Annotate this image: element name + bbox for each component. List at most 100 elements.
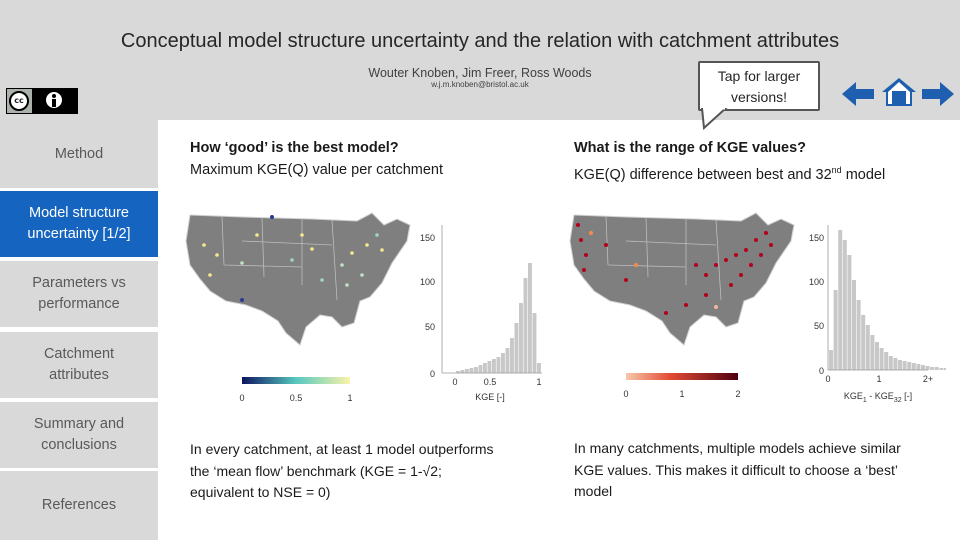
- hist-bar: [925, 366, 930, 370]
- hist-bar: [902, 361, 907, 370]
- right-heading: What is the range of KGE values? KGE(Q) …: [574, 137, 885, 186]
- right-heading-title: What is the range of KGE values?: [574, 140, 807, 156]
- hist-bar: [465, 369, 469, 373]
- left-kge-figure[interactable]: 0 0.5 1 0 50 100 150 0 0.5 1 KGE [-]: [182, 205, 552, 405]
- hist-bar: [537, 363, 541, 373]
- hist-bar: [884, 352, 889, 370]
- right-colorbar-tick: 1: [679, 389, 684, 399]
- hist-bar: [838, 230, 843, 370]
- hist-xtick: 0: [825, 374, 830, 384]
- hist-bar: [930, 367, 935, 370]
- hist-bar: [523, 278, 528, 373]
- hist-bar: [460, 370, 465, 373]
- right-colorbar: [626, 373, 738, 380]
- authors: Wouter Knoben, Jim Freer, Ross Woods: [368, 66, 592, 80]
- hist-bar: [501, 353, 505, 373]
- hist-bar: [879, 348, 884, 370]
- home-icon[interactable]: [880, 76, 918, 108]
- hist-xtick: 1: [536, 377, 541, 387]
- right-kge-figure[interactable]: 0 1 2 0 50 100 150 0 1 2+ KGE1 - KGE32 […: [566, 205, 946, 405]
- left-colorbar: [242, 377, 350, 384]
- hist-bar: [474, 367, 478, 373]
- hist-xlabel: KGE [-]: [475, 392, 505, 402]
- hist-bar: [510, 338, 514, 373]
- hist-xtick: 2+: [923, 374, 933, 384]
- left-histogram: 0 50 100 150 0 0.5 1 KGE [-]: [420, 225, 542, 402]
- hist-bar: [911, 363, 916, 370]
- hist-bar: [528, 263, 532, 373]
- hist-bar: [532, 313, 537, 373]
- page-title: Conceptual model structure uncertainty a…: [120, 30, 840, 52]
- hist-bar: [898, 360, 902, 370]
- by-icon: [45, 91, 63, 109]
- hist-bar: [888, 356, 893, 370]
- hist-ytick: 0: [819, 366, 824, 376]
- hist-bar: [861, 315, 866, 370]
- sidebar-item-references[interactable]: References: [0, 471, 158, 540]
- hist-bar: [856, 300, 861, 370]
- sidebar-item-method[interactable]: Method: [0, 120, 158, 188]
- callout-tail: [700, 108, 728, 130]
- sidebar-item-parameters[interactable]: Parameters vs performance: [0, 261, 158, 327]
- hist-ytick: 100: [809, 277, 824, 287]
- left-colorbar-tick: 0.5: [290, 393, 303, 403]
- hist-bar: [505, 348, 510, 373]
- us-map-left: [185, 212, 411, 346]
- hist-bar: [519, 303, 523, 373]
- hist-xlabel: KGE1 - KGE32 [-]: [844, 391, 912, 404]
- hist-ytick: 0: [430, 369, 435, 379]
- hist-bar: [907, 362, 912, 370]
- left-heading: How ‘good’ is the best model? Maximum KG…: [190, 137, 443, 181]
- cc-by-icon: cc: [6, 88, 78, 114]
- arrow-right-icon[interactable]: [920, 80, 956, 108]
- sidebar-item-catchment[interactable]: Catchment attributes: [0, 332, 158, 398]
- hist-bar: [893, 358, 898, 370]
- hist-bar: [496, 357, 501, 373]
- tap-callout: Tap for larger versions!: [698, 61, 820, 111]
- hist-xtick: 0: [452, 377, 457, 387]
- hist-ytick: 50: [814, 321, 824, 331]
- hist-bar: [829, 350, 833, 370]
- hist-ytick: 150: [420, 233, 435, 243]
- hist-bar: [514, 323, 519, 373]
- hist-bar: [487, 361, 492, 373]
- right-heading-sub: KGE(Q) difference between best and 32nd …: [574, 165, 886, 183]
- hist-bar: [921, 365, 925, 370]
- hist-bar: [939, 368, 944, 370]
- arrow-left-icon[interactable]: [840, 80, 876, 108]
- hist-xtick: 1: [876, 374, 881, 384]
- left-colorbar-tick: 0: [239, 393, 244, 403]
- hist-bar: [934, 367, 939, 370]
- left-heading-title: How ‘good’ is the best model?: [190, 140, 399, 156]
- hist-bar: [483, 363, 487, 373]
- left-colorbar-tick: 1: [347, 393, 352, 403]
- hist-ytick: 100: [420, 277, 435, 287]
- hist-xtick: 0.5: [484, 377, 497, 387]
- left-heading-sub: Maximum KGE(Q) value per catchment: [190, 162, 444, 178]
- hist-bar: [492, 359, 496, 373]
- hist-bar: [833, 290, 838, 370]
- hist-bar: [916, 364, 921, 370]
- author-email: w.j.m.knoben@bristol.ac.uk: [431, 80, 529, 89]
- hist-bar: [875, 342, 879, 370]
- hist-bar: [456, 371, 460, 373]
- hist-bar: [865, 325, 870, 370]
- us-map-right: [569, 212, 795, 346]
- hist-ytick: 150: [809, 233, 824, 243]
- sidebar-item-summary[interactable]: Summary and conclusions: [0, 402, 158, 468]
- hist-bar: [852, 280, 856, 370]
- right-colorbar-tick: 0: [623, 389, 628, 399]
- hist-bar: [469, 368, 474, 373]
- hist-bar: [842, 240, 847, 370]
- left-note: In every catchment, at least 1 model out…: [190, 441, 494, 500]
- sidebar-item-model-structure[interactable]: Model structure uncertainty [1/2]: [0, 191, 158, 257]
- cc-icon: cc: [9, 91, 29, 111]
- hist-bar: [478, 365, 483, 373]
- hist-bar: [870, 335, 875, 370]
- right-note: In many catchments, multiple models achi…: [574, 440, 901, 499]
- right-histogram: 0 50 100 150 0 1 2+ KGE1 - KGE32 [-]: [809, 225, 946, 404]
- hist-bar: [944, 368, 946, 370]
- right-colorbar-tick: 2: [735, 389, 740, 399]
- hist-ytick: 50: [425, 322, 435, 332]
- hist-bar: [847, 255, 852, 370]
